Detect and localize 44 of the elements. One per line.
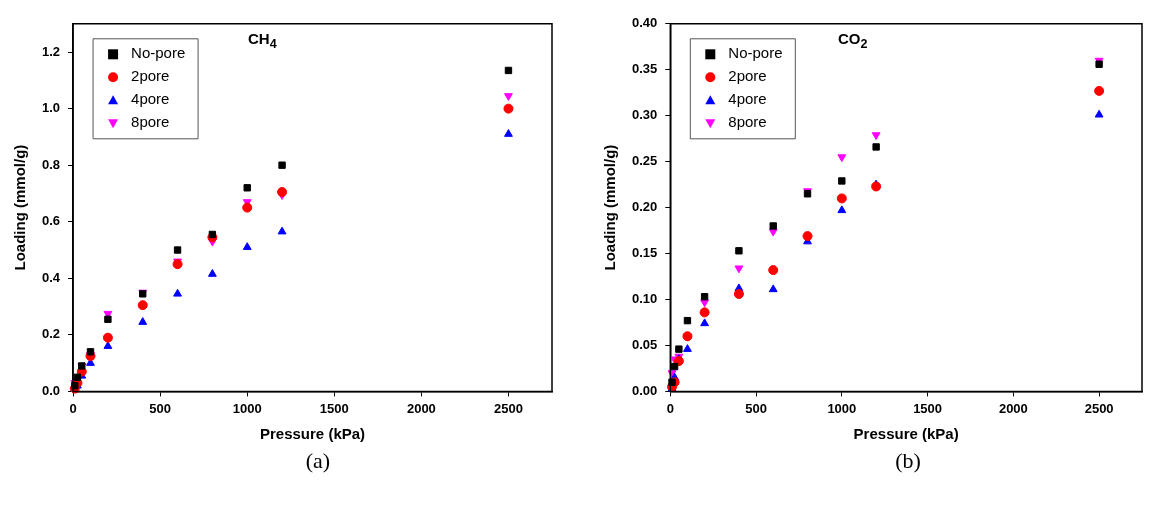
y-tick-label: 1.0	[41, 100, 61, 116]
x-tick-label: 2000	[998, 400, 1028, 416]
x-tick-label: 0	[666, 400, 674, 416]
legend-label: 4pore	[728, 90, 767, 108]
y-tick-label: 0.6	[41, 213, 61, 229]
x-axis-title: Pressure (kPa)	[853, 425, 959, 443]
y-tick-label: 1.2	[41, 43, 61, 59]
y-axis-title: Loading (mmol/g)	[601, 144, 619, 271]
annotation: CO$_{2}$	[838, 30, 868, 51]
y-axis-title: Loading (mmol/g)	[11, 144, 29, 271]
y-tick-label: 0.20	[631, 199, 658, 215]
y-tick-label: 0.4	[41, 269, 61, 285]
x-tick-label: 500	[745, 400, 767, 416]
legend-label: No-pore	[728, 44, 783, 62]
text: (b)	[894, 448, 922, 474]
y-tick-label: 0.2	[41, 326, 61, 342]
x-tick-label: 500	[149, 400, 171, 416]
x-tick-label: 2500	[1084, 400, 1114, 416]
y-tick-label: 0.05	[631, 337, 658, 353]
y-tick-label: 0.8	[41, 156, 61, 172]
x-tick-label: 1500	[913, 400, 943, 416]
y-tick-label: 0.00	[631, 382, 658, 398]
y-tick-label: 0.15	[631, 245, 658, 261]
y-tick-label: 0.35	[631, 61, 658, 77]
x-tick-label: 1500	[319, 400, 349, 416]
legend-label: 2pore	[728, 67, 767, 85]
legend-label: 2pore	[131, 67, 170, 85]
legend-label: 4pore	[131, 90, 170, 108]
y-tick-label: 0.10	[631, 291, 658, 307]
x-tick-label: 1000	[827, 400, 857, 416]
x-tick-label: 0	[69, 400, 77, 416]
legend-label: 8pore	[728, 113, 767, 131]
text: (a)	[304, 448, 332, 474]
legend-label: 8pore	[131, 113, 170, 131]
legend-label: No-pore	[131, 44, 186, 62]
y-tick-label: 0.0	[41, 382, 61, 398]
annotation: CH$_{4}$	[248, 30, 277, 51]
x-axis-title: Pressure (kPa)	[260, 425, 366, 443]
x-tick-label: 2000	[406, 400, 436, 416]
x-tick-label: 1000	[232, 400, 262, 416]
y-tick-label: 0.40	[631, 15, 658, 31]
y-tick-label: 0.30	[631, 107, 658, 123]
x-tick-label: 2500	[494, 400, 523, 416]
y-tick-label: 0.25	[631, 153, 658, 169]
